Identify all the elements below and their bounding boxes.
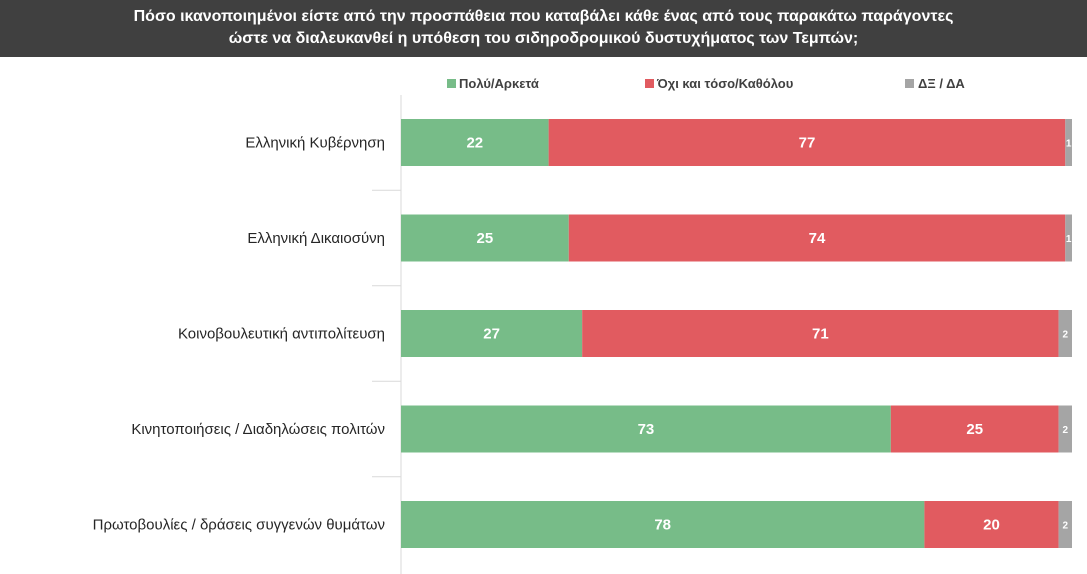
category-separators [372, 189, 401, 478]
category-label: Κινητοποιήσεις / Διαδηλώσεις πολιτών [131, 421, 385, 438]
data-label: 71 [812, 326, 829, 343]
bar-segment-2 [1065, 214, 1072, 262]
category-label: Ελληνική Δικαιοσύνη [247, 230, 385, 247]
category-label: Πρωτοβουλίες / δράσεις συγγενών θυμάτων [93, 517, 385, 534]
data-label: 73 [638, 421, 655, 438]
legend: Πολύ/Αρκετά Όχι και τόσο/Καθόλου ΔΞ / ΔΑ [447, 76, 965, 91]
bar-segment-1 [568, 214, 1066, 262]
data-label: 2 [1063, 425, 1069, 436]
bar-segment-0 [401, 214, 569, 262]
data-label: 25 [477, 230, 494, 247]
bar-segment-2 [1058, 405, 1072, 453]
data-label: 2 [1063, 521, 1069, 532]
title-bar: Πόσο ικανοποιημένοι είστε από την προσπά… [0, 0, 1087, 57]
chart-title: Πόσο ικανοποιημένοι είστε από την προσπά… [133, 8, 954, 47]
bar-segment-0 [401, 310, 583, 357]
bar-segment-1 [582, 310, 1059, 357]
bar-segment-1 [924, 501, 1059, 548]
bar-segment-1 [548, 119, 1066, 166]
bar-segment-0 [401, 119, 549, 166]
data-label: 20 [983, 517, 1000, 534]
category-label: Κοινοβουλευτική αντιπολίτευση [178, 326, 385, 343]
data-label: 27 [483, 326, 500, 343]
legend-swatch-dont-know [905, 79, 914, 88]
legend-label-not-much-not-at-all: Όχι και τόσο/Καθόλου [656, 76, 794, 91]
data-label: 22 [466, 135, 483, 152]
bar-segment-2 [1065, 119, 1072, 166]
legend-swatch-not-much-not-at-all [645, 79, 654, 88]
bar-segment-1 [890, 405, 1059, 453]
legend-label-dont-know: ΔΞ / ΔΑ [918, 76, 965, 91]
bar-segment-2 [1058, 310, 1072, 357]
data-label: 25 [966, 421, 983, 438]
category-label: Ελληνική Κυβέρνηση [245, 135, 385, 152]
bar-segment-0 [401, 501, 925, 548]
data-label: 1 [1066, 234, 1072, 245]
data-label: 78 [654, 517, 671, 534]
data-label: 77 [799, 135, 816, 152]
legend-swatch-very-enough [447, 79, 456, 88]
data-label: 1 [1066, 139, 1072, 150]
legend-label-very-enough: Πολύ/Αρκετά [459, 76, 539, 91]
data-label: 74 [809, 230, 826, 247]
bar-segment-2 [1058, 501, 1072, 548]
bar-segment-0 [401, 405, 891, 453]
data-label: 2 [1063, 330, 1069, 341]
